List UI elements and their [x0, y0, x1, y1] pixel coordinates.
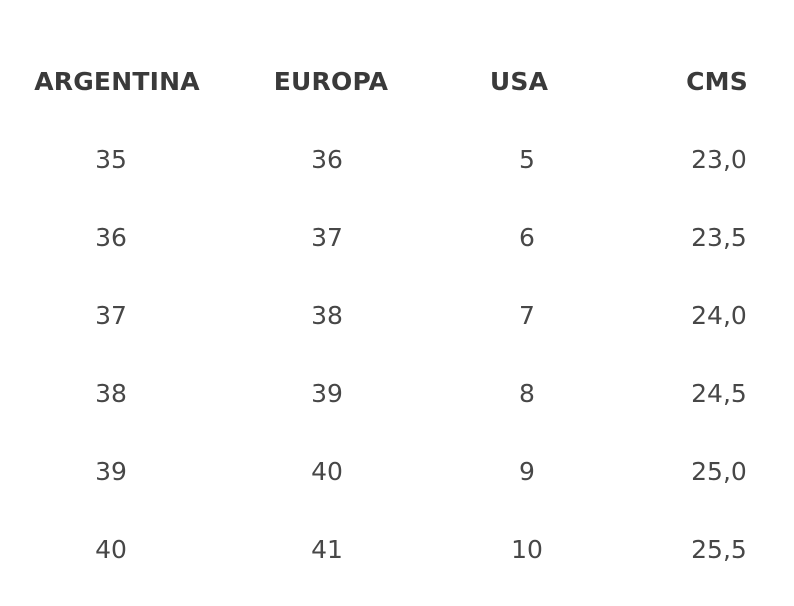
table-cell: 40 — [311, 457, 343, 486]
table-cell: 24,5 — [691, 379, 747, 408]
table-cell: 25,0 — [691, 457, 747, 486]
table-cell: 23,0 — [691, 145, 747, 174]
table-cell: 36 — [311, 145, 343, 174]
table-cell: 10 — [511, 535, 543, 564]
table-cell: 40 — [95, 535, 127, 564]
table-cell: 6 — [519, 223, 535, 252]
table-cell: 39 — [311, 379, 343, 408]
table-cell: 41 — [311, 535, 343, 564]
table-cell: 23,5 — [691, 223, 747, 252]
table-cell: 38 — [95, 379, 127, 408]
table-cell: 9 — [519, 457, 535, 486]
table-cell: 5 — [519, 145, 535, 174]
table-cell: 39 — [95, 457, 127, 486]
column-header: USA — [489, 67, 549, 96]
table-cell: 37 — [311, 223, 343, 252]
table-cell: 25,5 — [691, 535, 747, 564]
table-cell: 24,0 — [691, 301, 747, 330]
column-header: CMS — [686, 67, 748, 96]
column-header: ARGENTINA — [34, 67, 200, 96]
table-cell: 35 — [95, 145, 127, 174]
table-cell: 7 — [519, 301, 535, 330]
table-cell: 37 — [95, 301, 127, 330]
table-cell: 38 — [311, 301, 343, 330]
table-cell: 8 — [519, 379, 535, 408]
column-header: EUROPA — [273, 67, 389, 96]
table-cell: 36 — [95, 223, 127, 252]
